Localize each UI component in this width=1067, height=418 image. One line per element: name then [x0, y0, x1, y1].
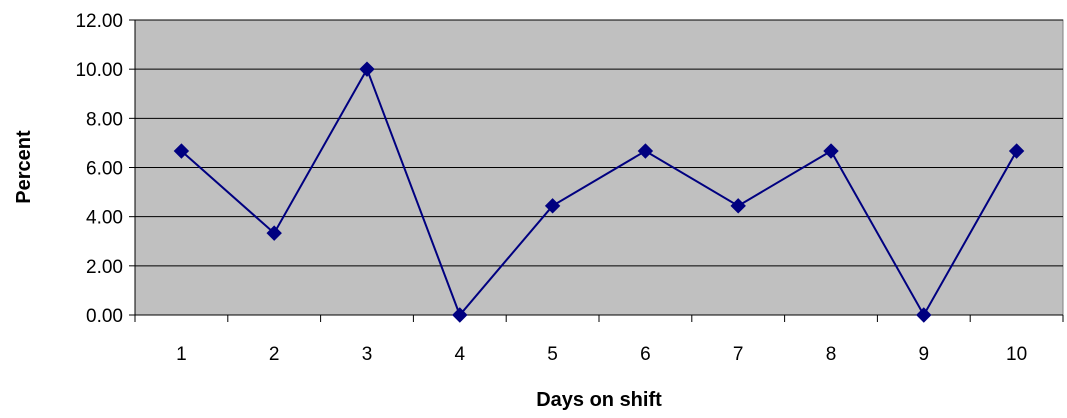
x-axis-title: Days on shift	[536, 389, 662, 411]
y-axis-title: Percent	[13, 130, 35, 204]
y-tick-label: 12.00	[75, 11, 123, 32]
x-tick-label: 1	[176, 344, 187, 365]
x-tick-label: 3	[362, 344, 373, 365]
y-tick-label: 0.00	[86, 306, 123, 327]
data-point-diamond-icon	[637, 143, 654, 159]
y-tick-label: 8.00	[86, 109, 123, 130]
y-tick-label: 4.00	[86, 208, 123, 229]
x-tick-label: 7	[733, 344, 744, 365]
data-point-diamond-icon	[544, 198, 561, 214]
data-point-diamond-icon	[452, 307, 468, 323]
y-tick-label: 10.00	[75, 60, 123, 81]
data-point-diamond-icon	[173, 143, 190, 159]
x-tick-label: 2	[269, 344, 280, 365]
gridlines	[135, 19, 1063, 267]
x-tick-label: 6	[640, 344, 651, 365]
y-axis-ticks: 0.00 2.00 4.00 6.00 8.00 10.00 12.00	[75, 11, 135, 327]
data-point-diamond-icon	[1008, 143, 1025, 159]
x-tick-label: 5	[547, 344, 558, 365]
data-point-diamond-icon	[916, 307, 932, 323]
data-point-diamond-icon	[266, 225, 282, 241]
y-tick-label: 2.00	[86, 257, 123, 278]
data-point-diamond-icon	[823, 143, 839, 159]
x-tick-label: 4	[455, 344, 466, 365]
y-tick-label: 6.00	[86, 159, 123, 180]
x-tick-label: 9	[919, 344, 930, 365]
data-point-diamond-icon	[730, 198, 746, 214]
series-line	[180, 66, 1018, 318]
data-markers	[173, 61, 1025, 323]
x-tick-label: 8	[826, 344, 837, 365]
x-axis-ticks: 1 2 3 4 5 6 7 8 9 10	[134, 315, 1064, 365]
x-tick-label: 10	[1006, 344, 1027, 365]
data-point-diamond-icon	[359, 61, 375, 77]
